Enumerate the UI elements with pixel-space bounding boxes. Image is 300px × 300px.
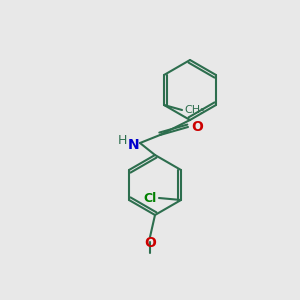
Text: H: H — [117, 134, 127, 148]
Text: O: O — [144, 236, 156, 250]
Text: O: O — [191, 120, 203, 134]
Text: N: N — [128, 138, 140, 152]
Text: Cl: Cl — [144, 191, 157, 205]
Text: CH₃: CH₃ — [184, 105, 205, 115]
